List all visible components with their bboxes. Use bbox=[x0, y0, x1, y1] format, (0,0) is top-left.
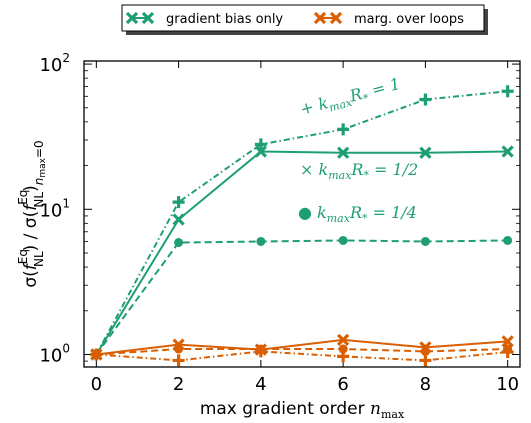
data-point bbox=[254, 138, 267, 151]
y-label-sub3b: max bbox=[38, 157, 48, 177]
x-tick-label: 8 bbox=[420, 374, 431, 395]
series-line bbox=[95, 239, 508, 356]
annotation-part: * bbox=[362, 212, 368, 225]
series-marg-circle bbox=[91, 344, 513, 359]
x-axis-label-subscript: max bbox=[381, 408, 405, 421]
data-point bbox=[337, 333, 350, 347]
data-point bbox=[256, 344, 266, 354]
annotation-label: × kmaxR* = 1/2 bbox=[300, 160, 418, 182]
y-tick-label: 101 bbox=[39, 196, 70, 221]
annotation-part: × bbox=[300, 160, 319, 179]
data-point bbox=[501, 85, 514, 98]
y-tick-exponent: 0 bbox=[62, 341, 70, 355]
x-tick-label: 4 bbox=[255, 374, 266, 395]
x-tick-label: 2 bbox=[173, 374, 184, 395]
data-point bbox=[503, 235, 513, 245]
data-point bbox=[256, 236, 266, 246]
annotation-part: ● bbox=[298, 203, 317, 222]
series-line bbox=[95, 90, 508, 355]
data-point bbox=[420, 346, 430, 356]
annotation-part: k bbox=[319, 160, 329, 179]
series-gradient-plus bbox=[90, 85, 514, 361]
series-line bbox=[95, 150, 508, 356]
y-label-sub3: n bbox=[32, 178, 46, 186]
annotation-part: max bbox=[328, 169, 352, 182]
y-label-sup2: Eq bbox=[16, 190, 30, 205]
annotation-part: max bbox=[328, 96, 355, 115]
x-axis-label-symbol: n bbox=[370, 399, 381, 419]
series-gradient-x bbox=[90, 145, 514, 361]
series-line bbox=[96, 350, 508, 362]
y-label-close2: ) bbox=[21, 185, 41, 192]
y-tick-base: 10 bbox=[39, 55, 62, 76]
y-axis-label: σ(fEq NL) / σ(fEq NL)nmax=0 bbox=[16, 140, 48, 287]
data-point bbox=[503, 344, 513, 354]
y-tick-exponent: 1 bbox=[62, 196, 70, 210]
annotation-part: k bbox=[317, 203, 327, 222]
y-label-sub3c: =0 bbox=[32, 140, 46, 158]
data-point bbox=[419, 146, 432, 159]
x-axis-label: max gradient order nmax bbox=[200, 399, 405, 421]
y-label-sub: NL bbox=[32, 251, 46, 267]
data-point bbox=[501, 145, 514, 158]
y-label-f: f bbox=[21, 261, 41, 270]
annotation-part: * bbox=[362, 91, 371, 105]
annotation-part: = 1/4 bbox=[368, 203, 417, 222]
x-axis-label-text: max gradient order bbox=[200, 399, 365, 419]
data-point bbox=[172, 213, 185, 226]
annotation-part: max bbox=[327, 212, 351, 225]
legend: gradient bias only marg. over loops bbox=[121, 4, 488, 35]
annotation-part: R bbox=[350, 160, 363, 179]
data-point bbox=[338, 235, 348, 245]
y-tick-base: 10 bbox=[39, 200, 62, 221]
legend-entry: marg. over loops bbox=[313, 11, 464, 27]
x-tick-label: 10 bbox=[496, 374, 519, 395]
annotation-part: = 1/2 bbox=[369, 160, 418, 179]
series-gradient-circle bbox=[91, 235, 513, 359]
annotation-part: R bbox=[347, 84, 365, 106]
data-point bbox=[254, 145, 267, 158]
data-point bbox=[91, 349, 101, 359]
y-label-f2: f bbox=[21, 202, 41, 211]
plot-frame bbox=[83, 60, 521, 368]
legend-box bbox=[121, 4, 485, 32]
data-point bbox=[420, 236, 430, 246]
data-point bbox=[419, 93, 432, 106]
legend-entry: gradient bias only bbox=[125, 11, 283, 27]
data-point bbox=[174, 344, 184, 354]
series-marg-x bbox=[90, 333, 514, 361]
legend-label: gradient bias only bbox=[166, 12, 283, 27]
y-tick-label: 100 bbox=[39, 341, 70, 366]
y-label-close: ) / σ( bbox=[21, 211, 41, 252]
annotation-part: R bbox=[349, 203, 362, 222]
annotation-part: + bbox=[298, 96, 321, 119]
annotation-part: k bbox=[316, 93, 330, 114]
legend-label: marg. over loops bbox=[354, 12, 464, 27]
annotation-label: + kmaxR* = 1 bbox=[298, 74, 403, 122]
data-point bbox=[337, 123, 350, 136]
series-line bbox=[96, 338, 508, 356]
y-label-sub2: NL bbox=[32, 192, 46, 208]
x-tick-label: 0 bbox=[91, 374, 102, 395]
y-tick-base: 10 bbox=[39, 345, 62, 366]
data-point bbox=[338, 344, 348, 354]
data-point bbox=[419, 354, 432, 367]
data-point bbox=[174, 238, 184, 248]
y-label-sup: Eq bbox=[16, 249, 30, 264]
data-point bbox=[172, 196, 185, 209]
annotation-part: * bbox=[363, 169, 369, 182]
series-line bbox=[96, 348, 508, 356]
y-tick-label: 102 bbox=[39, 51, 70, 76]
x-tick-label: 6 bbox=[337, 374, 348, 395]
data-point bbox=[337, 146, 350, 159]
y-label-sigma: σ( bbox=[21, 270, 41, 287]
data-point bbox=[172, 354, 185, 367]
y-tick-exponent: 2 bbox=[62, 51, 70, 65]
annotation-part: = 1 bbox=[365, 74, 403, 101]
data-point bbox=[501, 335, 514, 348]
annotation-label: ● kmaxR* = 1/4 bbox=[298, 203, 417, 225]
